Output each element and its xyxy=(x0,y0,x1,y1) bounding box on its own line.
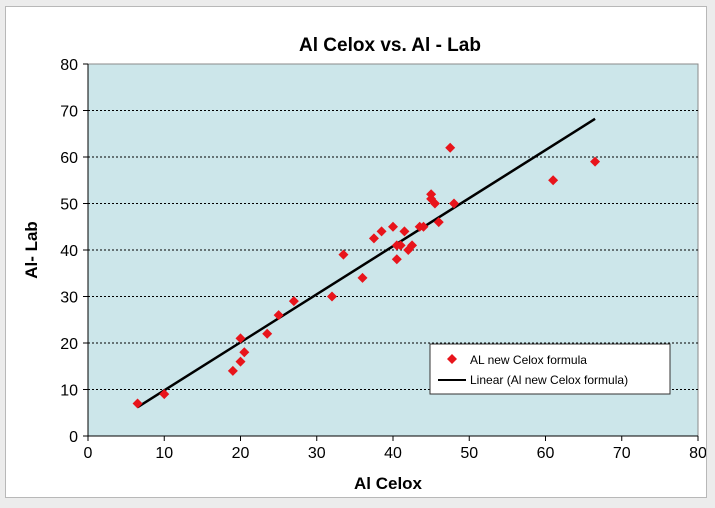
data-point xyxy=(132,398,143,409)
data-point xyxy=(235,333,246,344)
data-point xyxy=(395,240,406,251)
chart-frame: Al Celox vs. Al - Lab 0 10 20 30 40 50 60 70 80 … xyxy=(5,6,707,498)
y-tick-label: 10 xyxy=(60,383,78,400)
x-tick-label: 30 xyxy=(308,445,326,462)
data-point xyxy=(288,296,299,307)
x-tick-label: 0 xyxy=(84,445,93,462)
x-axis-label: Al Celox xyxy=(354,474,423,493)
x-tick-label: 20 xyxy=(232,445,250,462)
data-point xyxy=(399,226,410,237)
data-point xyxy=(376,226,387,237)
data-point xyxy=(445,142,456,153)
data-point xyxy=(418,221,429,232)
x-tick-label: 70 xyxy=(613,445,631,462)
data-point xyxy=(407,240,418,251)
data-point xyxy=(227,365,238,376)
y-axis-label: Al- Lab xyxy=(22,221,41,279)
data-points xyxy=(132,142,601,409)
data-point xyxy=(338,249,349,260)
data-point xyxy=(239,347,250,358)
data-point xyxy=(388,221,398,232)
y-tick-label: 80 xyxy=(60,57,78,74)
y-tick-label: 50 xyxy=(60,197,78,214)
trendline-group xyxy=(136,117,596,409)
y-tick-label: 40 xyxy=(60,243,78,260)
y-tick-label: 60 xyxy=(60,150,78,167)
legend-diamond-icon xyxy=(447,354,457,364)
data-point xyxy=(590,156,601,167)
trendline xyxy=(136,117,596,409)
x-tick-labels: 0 10 20 30 40 50 60 70 80 xyxy=(84,436,707,462)
y-tick-label: 0 xyxy=(69,429,78,446)
legend: AL new Celox formula Linear (Al new Celo… xyxy=(429,343,671,395)
data-point xyxy=(357,272,368,283)
data-point xyxy=(235,356,246,367)
x-tick-label: 40 xyxy=(384,445,402,462)
chart-svg: Al Celox vs. Al - Lab 01020304050607080 … xyxy=(22,35,707,493)
x-tick-label: 50 xyxy=(460,445,478,462)
legend-series-label: AL new Celox formula xyxy=(470,353,587,367)
chart-title: Al Celox vs. Al - Lab xyxy=(299,35,481,56)
data-point xyxy=(449,198,459,209)
y-tick-labels: 0 10 20 30 40 50 60 70 80 xyxy=(60,57,88,446)
y-tick-label: 30 xyxy=(60,290,78,307)
legend-trendline-label: Linear (Al new Celox formula) xyxy=(470,373,628,387)
data-point xyxy=(262,328,273,339)
data-point xyxy=(433,217,444,228)
data-point xyxy=(159,389,170,400)
x-tick-label: 80 xyxy=(689,445,706,462)
data-point xyxy=(429,198,440,209)
y-tick-label: 70 xyxy=(60,104,78,121)
data-point xyxy=(368,233,379,244)
x-tick-label: 60 xyxy=(537,445,555,462)
y-tick-label: 20 xyxy=(60,336,78,353)
data-point xyxy=(273,310,284,321)
data-point xyxy=(548,175,559,186)
legend-box xyxy=(429,343,671,395)
data-point xyxy=(327,291,337,302)
x-tick-label: 10 xyxy=(155,445,173,462)
